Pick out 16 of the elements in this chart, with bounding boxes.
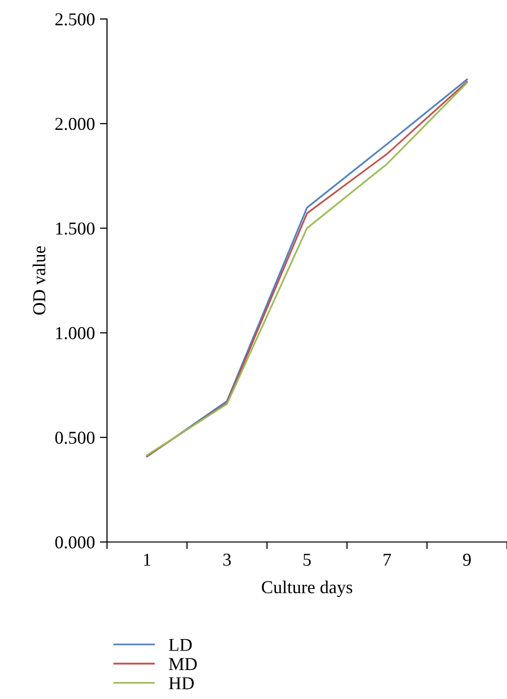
x-tick-label: 1	[144, 554, 150, 566]
y-tick-label: 1.500	[56, 222, 95, 235]
y-axis-title: OD value	[32, 246, 46, 315]
y-tick-label: 2.500	[55, 13, 95, 26]
legend-label: MD	[168, 658, 197, 670]
y-tick-label: 0.500	[55, 432, 95, 444]
y-tick-label: 2.000	[55, 118, 95, 130]
legend-label: HD	[168, 677, 194, 690]
x-tick-label: 3	[223, 554, 231, 566]
x-tick-label: 7	[384, 554, 391, 566]
x-tick-label: 5	[304, 554, 311, 566]
y-tick-label: 0.000	[55, 536, 95, 549]
x-axis-title: Culture days	[262, 580, 352, 598]
x-tick-label: 9	[463, 554, 471, 566]
legend-label: LD	[168, 638, 192, 651]
y-tick-label: 1.000	[56, 327, 95, 340]
